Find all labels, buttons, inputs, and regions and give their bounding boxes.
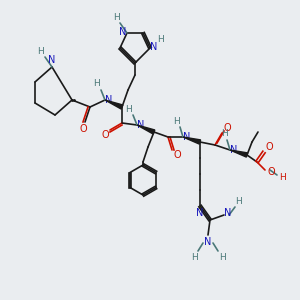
Text: H: H: [126, 104, 132, 113]
Text: N: N: [150, 42, 158, 52]
Text: N: N: [183, 132, 191, 142]
Text: H: H: [279, 172, 285, 182]
Text: H: H: [94, 80, 100, 88]
Text: H: H: [112, 13, 119, 22]
Text: N: N: [105, 95, 113, 105]
Text: O: O: [223, 123, 231, 133]
Text: N: N: [48, 55, 56, 65]
Text: N: N: [137, 120, 145, 130]
Text: N: N: [230, 145, 238, 155]
Text: O: O: [79, 124, 87, 134]
Text: H: H: [174, 116, 180, 125]
Text: H: H: [220, 130, 227, 139]
Text: H: H: [236, 197, 242, 206]
Text: H: H: [190, 253, 197, 262]
Text: O: O: [173, 150, 181, 160]
Text: N: N: [119, 27, 127, 37]
Text: N: N: [196, 208, 204, 218]
Polygon shape: [137, 125, 155, 134]
Polygon shape: [183, 137, 201, 144]
Text: O: O: [265, 142, 273, 152]
Text: N: N: [224, 208, 232, 218]
Text: O: O: [267, 167, 275, 177]
Text: N: N: [204, 237, 212, 247]
Text: H: H: [38, 47, 44, 56]
Text: H: H: [158, 35, 164, 44]
Text: O: O: [101, 130, 109, 140]
Polygon shape: [105, 100, 123, 109]
Text: H: H: [219, 253, 225, 262]
Polygon shape: [230, 150, 247, 157]
